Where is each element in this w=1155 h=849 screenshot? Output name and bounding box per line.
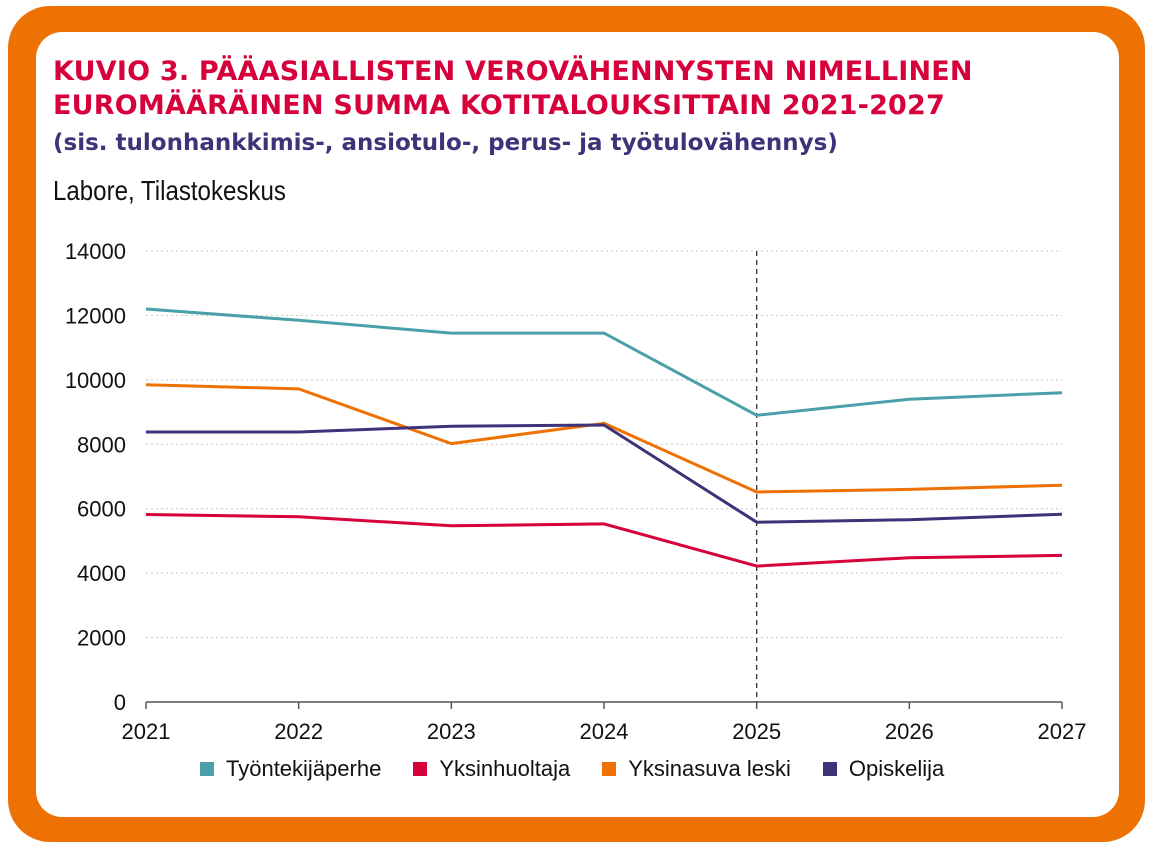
y-tick-label: 4000 <box>77 561 126 586</box>
chart-legend: Työntekijäperhe Yksinhuoltaja Yksinasuva l… <box>200 756 976 782</box>
y-tick-label: 2000 <box>77 626 126 651</box>
x-tick-label: 2026 <box>885 719 934 744</box>
legend-swatch <box>822 762 837 776</box>
x-tick-label: 2025 <box>732 719 781 744</box>
y-tick-label: 6000 <box>77 497 126 522</box>
x-tick-label: 2027 <box>1038 719 1087 744</box>
legend-item: Opiskelija <box>822 756 945 782</box>
legend-item: Työntekijäperhe <box>200 756 381 782</box>
x-tick-label: 2021 <box>122 719 171 744</box>
legend-label: Työntekijäperhe <box>226 756 382 781</box>
legend-item: Yksinhuoltaja <box>413 756 570 782</box>
y-tick-label: 14000 <box>65 239 126 264</box>
chart-source: Labore, Tilastokeskus <box>53 175 286 206</box>
x-tick-label: 2022 <box>274 719 323 744</box>
chart-title: KUVIO 3. PÄÄASIALLISTEN VEROVÄHENNYSTEN … <box>53 56 973 121</box>
legend-swatch <box>200 762 214 776</box>
legend-label: Yksinhuoltaja <box>439 756 571 781</box>
x-tick-label: 2023 <box>427 719 476 744</box>
legend-swatch <box>602 762 617 776</box>
legend-item: Yksinasuva leski <box>602 756 791 782</box>
series-line <box>145 307 1063 417</box>
y-tick-label: 12000 <box>65 303 126 328</box>
series-line <box>146 423 1063 524</box>
x-tick-label: 2024 <box>580 719 629 744</box>
legend-label: Opiskelija <box>848 756 945 781</box>
series-line <box>145 513 1063 568</box>
legend-label: Yksinasuva leski <box>628 756 791 781</box>
legend-swatch <box>413 762 428 776</box>
y-tick-label: 8000 <box>77 432 126 457</box>
y-tick-label: 0 <box>114 690 126 715</box>
series-line <box>145 383 1063 494</box>
chart-subtitle: (sis. tulonhankkimis-, ansiotulo-, perus… <box>53 130 838 156</box>
y-tick-label: 10000 <box>65 368 126 393</box>
